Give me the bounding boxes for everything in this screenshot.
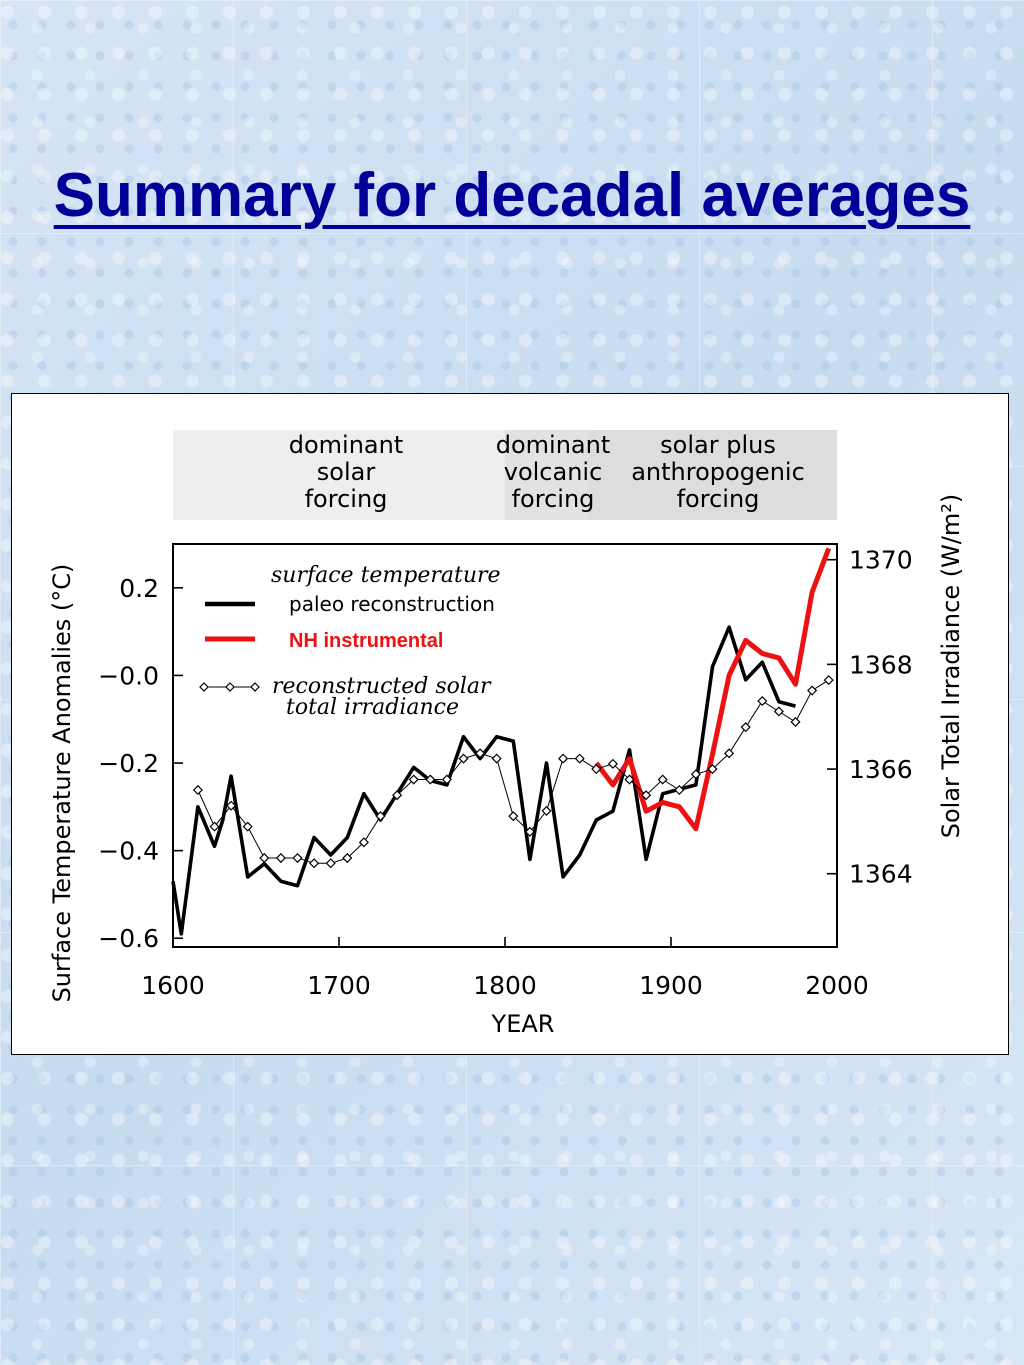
x-tick-label: 1600 — [141, 971, 205, 1000]
legend-solar-swatch-marker — [225, 682, 235, 692]
legend-instrumental-label: NH instrumental — [289, 630, 443, 652]
figure-frame: dominant solar forcing dominant volcanic… — [11, 393, 1009, 1055]
series-solar-point — [823, 675, 834, 686]
legend-solar-swatch-marker — [199, 682, 209, 692]
series-solar-point — [641, 790, 652, 801]
x-tick-label: 1800 — [473, 971, 537, 1000]
axes: 1600 1700 1800 1900 2000 0.2 −0.0 −0.2 −0.4 −0.6 1… — [98, 546, 912, 1000]
series-solar-point — [707, 764, 718, 775]
y-left-tick-label: −0.0 — [98, 661, 159, 690]
band3-line3: forcing — [677, 485, 760, 513]
x-axis-label: YEAR — [491, 1010, 555, 1038]
series-solar-point — [408, 774, 419, 785]
series-solar-point — [375, 811, 386, 822]
series-solar-point — [342, 852, 353, 864]
series-solar-point — [259, 852, 270, 864]
series-solar-point — [325, 858, 336, 869]
series-solar-point — [591, 764, 602, 775]
series-solar-point — [558, 753, 569, 764]
band-annotations: dominant solar forcing dominant volcanic… — [289, 431, 805, 513]
band1-line3: forcing — [305, 485, 388, 513]
series-solar-point — [790, 716, 801, 727]
y-axis-label-left: Surface Temperature Anomalies (°C) — [48, 564, 76, 1003]
series-solar-point — [441, 774, 452, 785]
series-solar-point — [757, 695, 768, 707]
legend-solar-label-2: total irradiance — [286, 695, 459, 720]
series-solar-point — [358, 837, 369, 848]
forcing-band-2 — [505, 430, 588, 520]
y-axis-label-right: Solar Total Irradiance (W/m²) — [937, 494, 965, 839]
series-solar-point — [773, 706, 784, 717]
series-solar-point — [724, 748, 735, 759]
legend: surface temperature paleo reconstruction… — [199, 563, 501, 720]
forcing-band-1 — [173, 430, 505, 520]
band2-line3: forcing — [512, 485, 595, 513]
series-layer — [171, 547, 834, 936]
series-solar-point — [242, 821, 253, 832]
series-solar-point — [226, 800, 237, 811]
legend-solar-swatch-marker — [250, 682, 260, 692]
series-solar-point — [607, 758, 618, 769]
band3-line1: solar plus — [660, 431, 776, 459]
series-paleo-line — [171, 625, 796, 936]
series-instrumental-line — [594, 547, 832, 832]
series-solar-point — [541, 805, 552, 816]
series-solar-point — [458, 753, 469, 764]
y-right-tick-label: 1364 — [849, 860, 913, 889]
x-tick-label: 2000 — [805, 971, 869, 1000]
series-solar-point — [524, 826, 535, 837]
legend-paleo-label: paleo reconstruction — [289, 592, 495, 616]
series-solar-point — [491, 753, 502, 764]
band2-line1: dominant — [496, 431, 611, 459]
series-solar-point — [475, 748, 486, 759]
series-solar-point — [624, 774, 635, 785]
series-solar-point — [425, 774, 436, 785]
x-tick-label: 1700 — [307, 971, 371, 1000]
series-solar-point — [292, 852, 303, 864]
band1-line2: solar — [317, 458, 376, 486]
y-left-tick-label: −0.6 — [98, 924, 159, 953]
y-left-tick-label: −0.2 — [98, 749, 159, 778]
forcing-band-3 — [588, 430, 837, 520]
band3-line2: anthropogenic — [631, 458, 805, 486]
forcing-bands — [173, 430, 837, 520]
legend-solar-swatch — [199, 682, 260, 692]
y-left-tick-label: 0.2 — [119, 574, 159, 603]
chart: dominant solar forcing dominant volcanic… — [48, 430, 965, 1038]
series-solar-point — [657, 774, 668, 785]
band1-line1: dominant — [289, 431, 404, 459]
slide-title: Summary for decadal averages — [53, 161, 971, 230]
legend-solar-label-1: reconstructed solar — [272, 674, 492, 699]
y-right-tick-label: 1370 — [849, 546, 913, 575]
y-right-tick-label: 1368 — [849, 650, 913, 679]
band2-line2: volcanic — [504, 458, 603, 486]
series-solar-point — [574, 753, 585, 764]
series-solar-point — [690, 769, 701, 780]
y-right-tick-label: 1366 — [849, 755, 913, 784]
series-solar-point — [508, 811, 519, 822]
series-solar-point — [392, 790, 403, 801]
series-solar-point — [192, 784, 203, 796]
legend-heading: surface temperature — [271, 563, 501, 588]
series-solar-point — [209, 821, 220, 832]
x-tick-label: 1900 — [639, 971, 703, 1000]
series-solar-point — [807, 685, 818, 696]
y-left-tick-label: −0.4 — [98, 837, 159, 866]
series-solar-point — [674, 784, 685, 796]
plot-area — [172, 543, 838, 948]
series-solar-point — [740, 722, 751, 733]
series-solar-point — [275, 852, 286, 864]
series-solar-point — [309, 858, 320, 869]
